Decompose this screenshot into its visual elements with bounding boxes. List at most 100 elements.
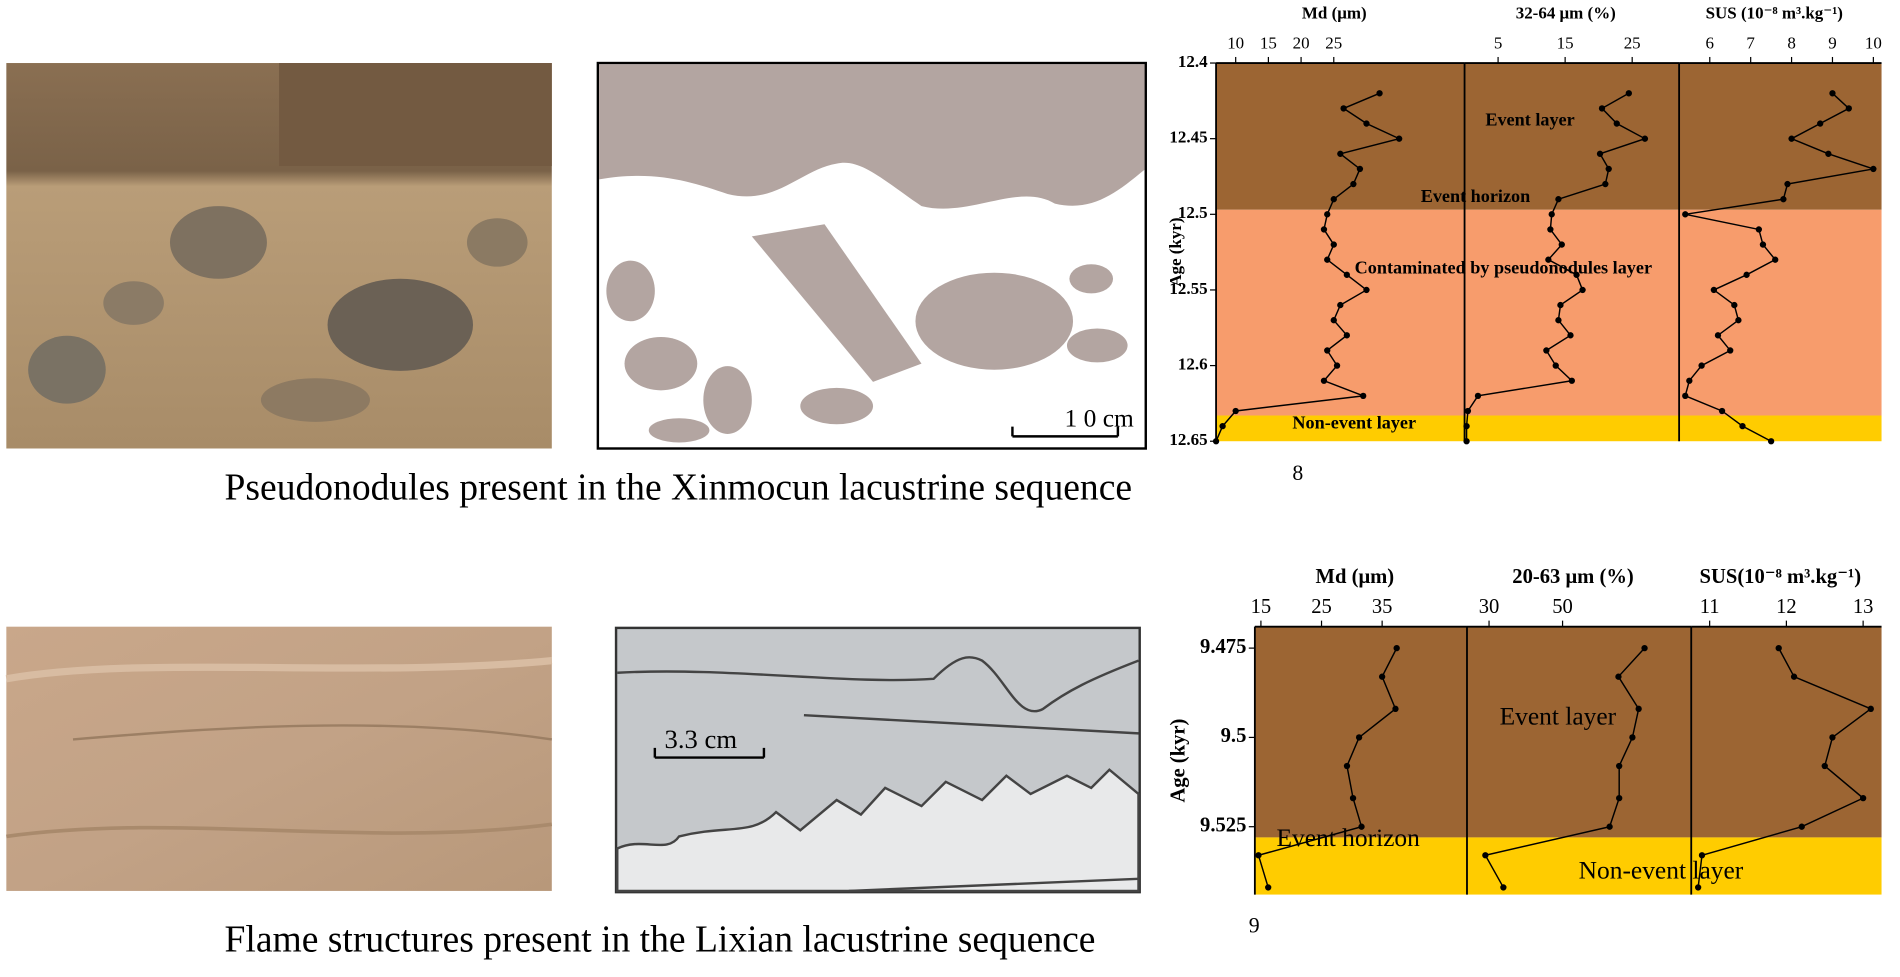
data-point [1568,377,1575,384]
data-point [1567,332,1574,339]
data-point [1557,301,1564,309]
layer-band [1691,626,1882,838]
data-point [1555,317,1562,324]
shape [72,724,552,741]
data-point [1682,211,1689,218]
x-axis-label: SUS (10⁻⁸ m³.kg⁻¹) [1706,3,1843,22]
photo-bottom [5,626,553,891]
data-point [1337,150,1344,157]
data-point [1543,347,1550,354]
scale-bar-label: 1 0 cm [1065,403,1134,432]
shape [466,218,528,267]
shape [751,224,922,382]
data-point [1710,286,1718,294]
profile-line [1215,92,1402,442]
data-point [1870,165,1877,173]
shape [800,387,874,425]
data-point [1821,762,1828,770]
shape [6,822,553,839]
data-point [1641,644,1648,652]
shape [703,366,752,434]
data-point [1552,362,1559,369]
data-point [1265,884,1272,891]
layer-band [1216,415,1465,442]
sketch-top [596,61,1147,450]
layer-band [1679,63,1882,210]
layer-annotation: Non-event layer [1579,856,1744,885]
data-point [1698,852,1706,859]
shape [169,206,267,279]
data-point [1579,286,1586,294]
data-point [1625,90,1632,97]
y-axis-label: Age (kyr) [1166,217,1185,286]
data-point [1356,165,1364,173]
data-point [1698,362,1705,369]
x-tick-label: 10 [1227,34,1244,53]
data-point [1780,196,1787,203]
layer-annotation: Non-event layer [1292,412,1416,432]
x-tick-label: 25 [1624,34,1641,53]
y-tick-label: 12.65 [1169,430,1207,449]
data-point [1606,823,1613,830]
data-point [1817,120,1824,127]
data-point [1212,438,1220,445]
data-point [1320,226,1328,233]
data-point [1686,377,1693,384]
data-point [1500,884,1507,891]
data-point [1598,105,1606,112]
data-point [1320,377,1328,384]
data-point [1694,884,1702,891]
x-axis-label: 32-64 μm (%) [1516,3,1616,22]
data-point [1378,673,1386,680]
data-point [1772,256,1779,263]
data-point [1464,407,1472,415]
data-point [1682,392,1689,399]
shape [260,378,370,422]
shape [1069,264,1114,294]
data-point [1393,644,1400,652]
x-tick-label: 9 [1828,34,1836,53]
data-point [1605,165,1612,173]
shape [327,278,474,371]
data-point [1333,362,1341,369]
caption-note: 9 [1249,913,1260,937]
shape [915,272,1074,370]
data-point [1784,180,1791,188]
layer-band [1464,209,1680,416]
data-point [1616,762,1623,770]
data-point [1788,135,1795,142]
data-point [1324,211,1331,218]
data-point [1759,241,1767,248]
x-tick-label: 5 [1494,34,1502,53]
data-point [1358,823,1365,830]
layer-annotation: Event layer [1500,702,1617,731]
data-point [1767,438,1775,445]
photo-top [6,63,552,449]
data-point [1735,317,1742,324]
data-point [1718,407,1726,415]
shape [1011,426,1120,438]
data-point [1743,271,1750,278]
data-point [1482,852,1489,859]
x-axis-label: SUS(10⁻⁸ m³.kg⁻¹) [1700,566,1862,588]
y-tick-label: 9.475 [1200,636,1246,658]
data-point [1739,422,1746,430]
data-point [1330,241,1337,248]
x-tick-label: 15 [1260,34,1277,53]
layer-band [1679,415,1882,442]
x-axis-label: Md (μm) [1302,3,1367,22]
caption: Flame structures present in the Lixian l… [225,920,1096,961]
x-tick-label: 10 [1865,34,1882,53]
data-point [1596,150,1604,157]
data-point [1337,301,1344,309]
data-point [1555,196,1562,203]
shape [803,713,1139,735]
x-tick-label: 25 [1311,596,1332,618]
data-point [1558,241,1565,248]
x-tick-label: 12 [1776,596,1797,618]
x-tick-label: 15 [1557,34,1574,53]
data-point [1463,438,1470,445]
layer-annotation: Event horizon [1421,186,1531,206]
data-point [1867,705,1874,712]
